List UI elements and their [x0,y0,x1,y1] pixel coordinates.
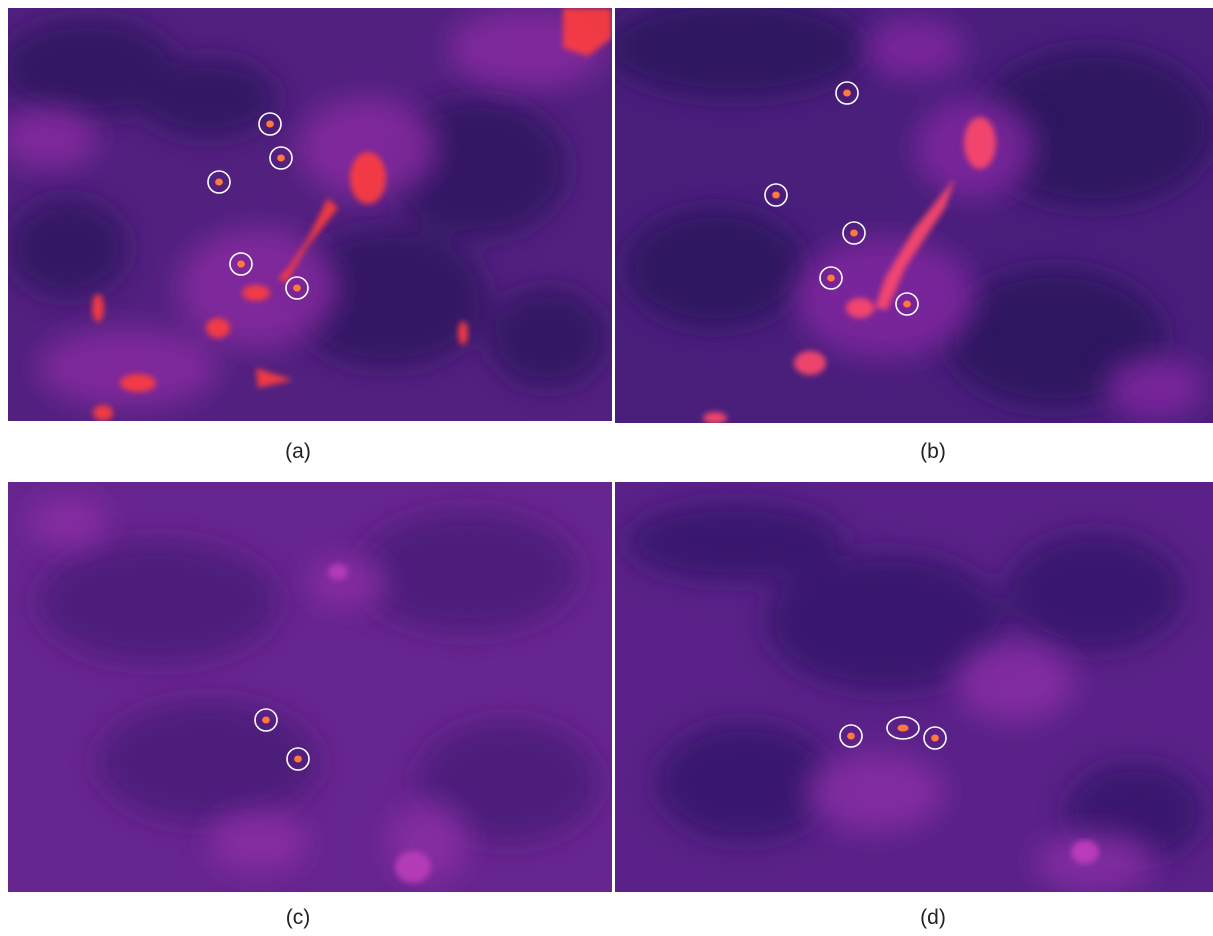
hotspot-marker-circle [835,81,859,105]
hotspot-dot [931,734,939,742]
hotspot-marker-circle [229,252,253,276]
thermal-image-a [8,8,612,421]
hotspot-marker-circle [895,292,919,316]
hotspot-marker-circle [258,112,282,136]
hotspot-dot [293,284,301,292]
hotspot-markers [207,112,309,300]
hotspot-dot [903,300,911,308]
thermal-image-c [8,482,612,892]
dark-regions [38,512,598,842]
warm-regions [805,642,1155,892]
caption-a: (a) [285,440,311,463]
hotspot-markers [839,716,947,750]
thermal-image-c-svg [8,482,612,892]
hotspot-marker-circle [269,146,293,170]
hotspot-marker-circle [286,747,310,771]
caption-d: (d) [920,906,946,929]
hotspot-marker-circle [839,724,863,748]
hotspot-marker-circle [285,276,309,300]
hotspot-dot [843,89,851,97]
thermal-image-b [615,8,1213,423]
hotspot-dot [215,178,223,186]
hotspot-dot [827,274,835,282]
hotspot-marker-circle [764,183,788,207]
thermal-image-b-svg [615,8,1213,423]
bright-spots [1071,840,1099,864]
hotspot-markers [764,81,919,316]
hotspot-dot [294,755,302,763]
hotspot-markers [254,708,310,771]
hotspot-marker-circle [254,708,278,732]
hotspot-dot [847,732,855,740]
hotspot-marker-circle [819,266,843,290]
hotspot-dot [277,154,285,162]
hotspot-dot [772,191,780,199]
hotspot-dot [850,229,858,237]
hotspot-dot [262,716,270,724]
bright-spots [328,564,431,883]
caption-b: (b) [920,440,946,463]
hot-areas [703,117,996,423]
hotspot-marker-circle [207,170,231,194]
hot-areas [92,8,612,421]
thermal-image-d [615,482,1213,892]
hotspot-dot [897,724,909,732]
thermal-image-d-svg [615,482,1213,892]
hotspot-marker-circle [886,716,920,740]
thermal-image-a-svg [8,8,612,421]
caption-c: (c) [285,906,311,929]
dark-regions [625,502,1205,862]
dark-regions [8,18,608,388]
dark-regions [615,8,1213,408]
hotspot-dot [237,260,245,268]
hotspot-dot [266,120,274,128]
hotspot-marker-circle [842,221,866,245]
hotspot-marker-circle [923,726,947,750]
